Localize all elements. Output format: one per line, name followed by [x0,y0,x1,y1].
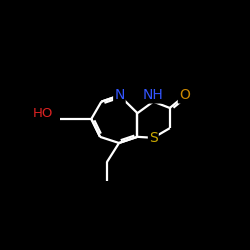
Text: HO: HO [33,107,54,120]
Text: S: S [149,131,158,145]
Text: NH: NH [143,88,164,102]
Text: N: N [114,88,124,102]
Text: O: O [179,88,190,102]
